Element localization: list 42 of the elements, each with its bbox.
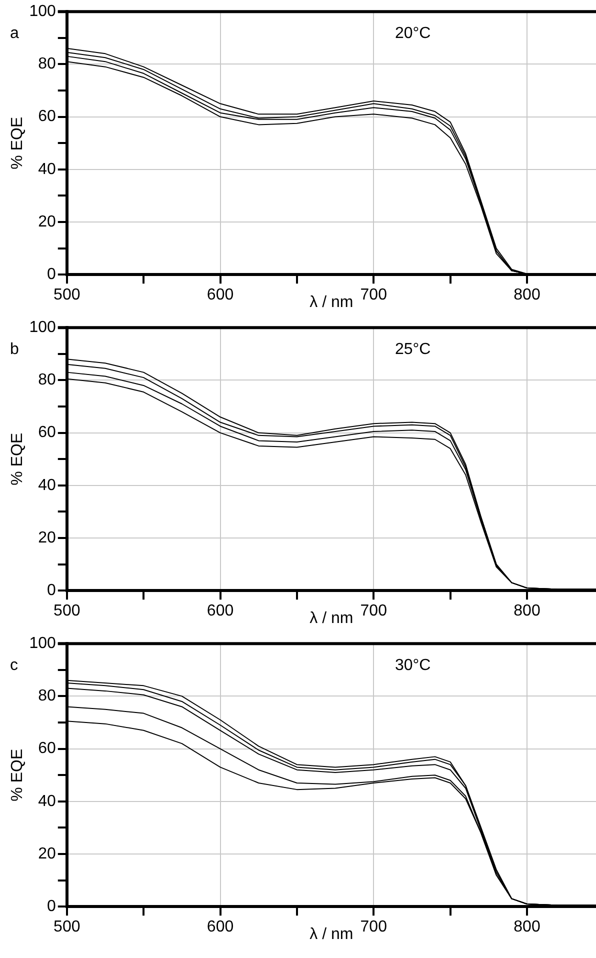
x-tick-label: 500 — [54, 918, 80, 936]
y-tick-label: 20 — [38, 213, 56, 230]
y-tick-label: 0 — [46, 266, 56, 284]
y-tick-label: 100 — [29, 3, 56, 20]
y-tick-label: 20 — [38, 845, 56, 862]
y-tick-label: 0 — [46, 582, 56, 600]
annotation: 20°C — [394, 25, 431, 42]
x-tick-label: 700 — [360, 918, 388, 936]
x-tick-label: 800 — [514, 918, 540, 936]
text: a — [10, 25, 19, 42]
x-tick-label: 500 — [54, 286, 80, 304]
annotation: 30°C — [394, 657, 431, 674]
y-tick-label: 0 — [46, 898, 56, 916]
x-tick-label: 600 — [206, 918, 234, 936]
y-tick-label: 80 — [38, 56, 56, 73]
y-tick-label: 80 — [38, 688, 56, 705]
y-axis-title: % EQE — [9, 748, 26, 802]
y-axis-title: % EQE — [9, 432, 26, 486]
text: c — [10, 657, 18, 674]
y-tick-label: 60 — [38, 424, 56, 442]
x-tick-label: 700 — [360, 602, 388, 620]
y-tick-label: 40 — [38, 792, 56, 810]
y-tick-label: 60 — [38, 108, 56, 126]
x-tick-label: 800 — [514, 286, 540, 304]
x-axis-title: λ / nm — [310, 294, 354, 311]
y-axis-title: % EQE — [9, 116, 26, 170]
x-tick-label: 600 — [206, 286, 234, 304]
y-tick-label: 80 — [38, 372, 56, 389]
x-tick-label: 700 — [360, 286, 388, 304]
y-tick-label: 100 — [29, 635, 56, 652]
annotation: 25°C — [394, 341, 431, 358]
y-tick-label: 100 — [29, 319, 56, 336]
x-tick-label: 800 — [514, 602, 540, 620]
text: b — [10, 341, 19, 358]
y-tick-label: 60 — [38, 740, 56, 758]
x-tick-label: 500 — [54, 602, 80, 620]
y-tick-label: 40 — [38, 476, 56, 494]
y-tick-label: 40 — [38, 160, 56, 178]
x-axis-title: λ / nm — [310, 610, 354, 627]
x-tick-label: 600 — [206, 602, 234, 620]
x-axis-title: λ / nm — [310, 926, 354, 943]
y-tick-label: 20 — [38, 529, 56, 546]
